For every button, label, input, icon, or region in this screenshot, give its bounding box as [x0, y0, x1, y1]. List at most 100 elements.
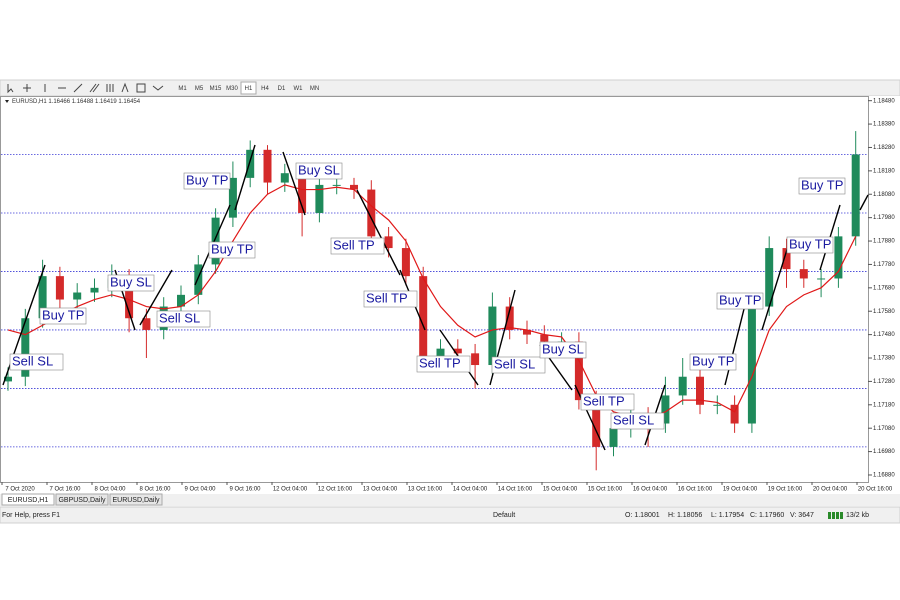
period-button[interactable]: H1	[245, 86, 253, 92]
annotation: Buy TP	[719, 292, 761, 307]
x-tick-label: 9 Oct 16:00	[229, 487, 261, 493]
tab[interactable]	[109, 493, 163, 506]
candle-body	[384, 236, 393, 249]
annotation: Buy TP	[789, 236, 831, 251]
moving-average	[7, 184, 857, 420]
annotation: Buy SL	[110, 274, 152, 289]
candle-body	[298, 173, 307, 213]
tab-label[interactable]: EURUSD,Daily	[112, 497, 160, 504]
fibo-icon[interactable]	[106, 84, 114, 92]
trendline-icon[interactable]	[73, 83, 83, 93]
candle-body	[678, 376, 687, 396]
annotation-box	[363, 290, 418, 308]
candle-body	[730, 404, 739, 424]
annotation-box	[156, 310, 211, 328]
x-tick-label: 13 Oct 04:00	[363, 487, 398, 493]
y-tick-label: 1.17980	[873, 215, 895, 221]
period-button[interactable]: D1	[278, 86, 286, 92]
tab-active[interactable]	[1, 493, 55, 506]
status-low: L: 1.17954	[711, 512, 744, 519]
y-tick-label: 1.18080	[873, 192, 895, 198]
x-tick-label: 15 Oct 04:00	[543, 487, 578, 493]
candle-body	[177, 294, 185, 307]
candle-body	[90, 287, 99, 293]
price-axis	[869, 96, 900, 494]
y-tick-label: 1.17580	[873, 309, 895, 315]
y-tick-label: 1.16980	[873, 449, 895, 455]
crosshair-icon[interactable]	[23, 84, 31, 92]
y-tick-label: 1.17680	[873, 285, 895, 291]
y-tick-label: 1.17780	[873, 262, 895, 268]
candle-body	[523, 329, 531, 335]
candle-body	[592, 400, 601, 447]
trend-line	[356, 189, 401, 276]
period-buttons: M1 M5 M15 M30 H1 H4 D1 W1 MN	[178, 81, 319, 95]
candle-body	[505, 306, 514, 330]
annotation: Buy TP	[692, 353, 734, 368]
annotation: Sell SL	[494, 356, 535, 371]
trend-line	[761, 239, 791, 331]
trend-line	[859, 194, 869, 211]
annotation-box	[9, 353, 64, 371]
candle-body	[540, 334, 549, 342]
candle-body	[661, 395, 670, 424]
candle-body	[436, 348, 445, 359]
period-button[interactable]: W1	[294, 86, 304, 92]
period-button[interactable]: H4	[261, 86, 269, 92]
label-icon[interactable]	[136, 83, 146, 93]
status-traffic: 13/2 kb	[846, 512, 869, 519]
annotation: Buy SL	[542, 341, 584, 356]
candle-body	[609, 428, 618, 447]
annotation-box	[330, 237, 385, 255]
annotation-box	[295, 162, 343, 180]
tab[interactable]	[55, 493, 109, 506]
annotation-box	[798, 177, 846, 195]
annotation: Buy SL	[298, 162, 340, 177]
annotation: Sell TP	[583, 393, 625, 408]
period-button[interactable]: MN	[310, 86, 319, 92]
candle-body	[4, 376, 12, 382]
trend-line	[234, 144, 256, 211]
status-close: C: 1.17960	[750, 512, 784, 519]
candle-body	[817, 278, 826, 280]
annotation: Sell TP	[366, 290, 408, 305]
channel-icon[interactable]	[89, 83, 100, 93]
annotation: Sell TP	[419, 355, 461, 370]
x-tick-label: 20 Oct 04:00	[813, 487, 848, 493]
y-tick-label: 1.17380	[873, 356, 895, 362]
annotation-box	[183, 172, 231, 190]
tab-label[interactable]: EURUSD,H1	[8, 497, 49, 504]
shapes-icon[interactable]	[152, 85, 164, 91]
period-button[interactable]: M15	[210, 86, 222, 92]
tab-label[interactable]: GBPUSD,Daily	[58, 497, 106, 504]
annotation-box	[208, 241, 256, 259]
period-button[interactable]: M5	[195, 86, 204, 92]
candle-body	[419, 276, 428, 359]
candle-body	[453, 348, 462, 354]
plot: 1.18480 1.18380 1.18280 1.18180 1.18080 1.179…	[1, 98, 895, 493]
candle-body	[782, 248, 791, 270]
period-button[interactable]: M30	[226, 86, 238, 92]
period-button[interactable]: M1	[178, 86, 187, 92]
status-high: H: 1.18056	[668, 512, 702, 519]
x-tick-label: 20 Oct 16:00	[858, 487, 893, 493]
trend-line	[282, 151, 306, 216]
y-tick-label: 1.17280	[873, 379, 895, 385]
candle-body	[38, 276, 47, 319]
cursor-icon[interactable]	[7, 84, 14, 94]
candle-body	[246, 149, 255, 178]
candle-body	[125, 278, 134, 319]
candle-body	[799, 269, 808, 279]
status-open: O: 1.18001	[625, 512, 660, 519]
text-icon[interactable]	[121, 82, 129, 93]
y-tick-label: 1.17880	[873, 239, 895, 245]
candle-body	[332, 184, 341, 186]
candle-body	[747, 306, 756, 424]
trend-line	[724, 304, 746, 386]
tab-bar	[0, 494, 900, 506]
y-tick-label: 1.18480	[873, 98, 895, 104]
candle-body	[696, 376, 704, 405]
status-help: For Help, press F1	[2, 512, 60, 519]
x-tick-label: 13 Oct 16:00	[408, 487, 443, 493]
